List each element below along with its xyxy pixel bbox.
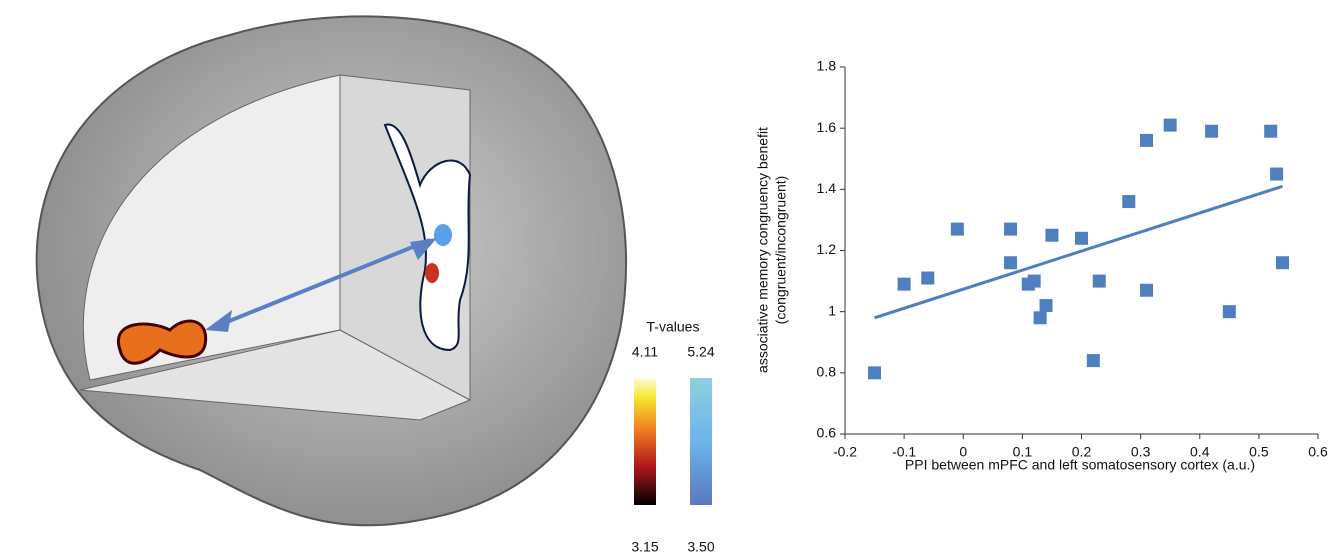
x-tick-label: 0.3 [1131,444,1151,460]
y-axis-label: (congruent/incongruent) [773,176,789,325]
y-tick-label: 0.6 [817,425,837,441]
brain-image [37,16,626,525]
point [1004,223,1017,236]
point [1040,299,1053,312]
point [921,272,934,285]
y-tick-label: 1.8 [817,58,837,74]
y-tick-label: 0.8 [817,364,837,380]
trendline [875,186,1283,318]
colorbar-warm [634,378,656,505]
point [1004,256,1017,269]
y-axis-label: associative memory congruency benefit [755,127,771,373]
y-tick-label: 1 [828,302,836,318]
colorbar-cool [690,378,712,505]
point [1028,275,1041,288]
point [1205,125,1218,138]
point [1093,275,1106,288]
point [1045,229,1058,242]
point [1087,354,1100,367]
x-tick-label: -0.2 [833,444,857,460]
x-tick-label: -0.1 [892,444,916,460]
point [1140,134,1153,147]
point [1140,284,1153,297]
figure: T-values 4.11 5.24 3.15 3.50 PPI between… [0,0,1343,560]
colorbar-label: 3.15 [631,539,658,555]
y-tick-label: 1.2 [817,241,837,257]
x-tick-label: 0.5 [1249,444,1269,460]
point [1276,256,1289,269]
point [951,223,964,236]
page: T-values 4.11 5.24 3.15 3.50 PPI between… [0,0,1343,560]
x-tick-label: 0.1 [1013,444,1033,460]
colorbar-label: 5.24 [687,344,714,360]
point [1075,232,1088,245]
point [1270,168,1283,181]
point [1264,125,1277,138]
x-tick-label: 0.4 [1190,444,1210,460]
point [1034,311,1047,324]
point [1223,305,1236,318]
y-tick-label: 1.6 [817,119,837,135]
point [1122,195,1135,208]
y-tick-label: 1.4 [817,180,837,196]
x-tick-label: 0.6 [1308,444,1328,460]
colorbar-label: 3.50 [687,539,714,555]
point [1164,119,1177,132]
point [898,278,911,291]
point [868,366,881,379]
x-tick-label: 0.2 [1072,444,1092,460]
colorbar-title: T-values [647,319,700,335]
x-tick-label: 0 [959,444,967,460]
colorbar-label: 4.11 [632,344,658,360]
